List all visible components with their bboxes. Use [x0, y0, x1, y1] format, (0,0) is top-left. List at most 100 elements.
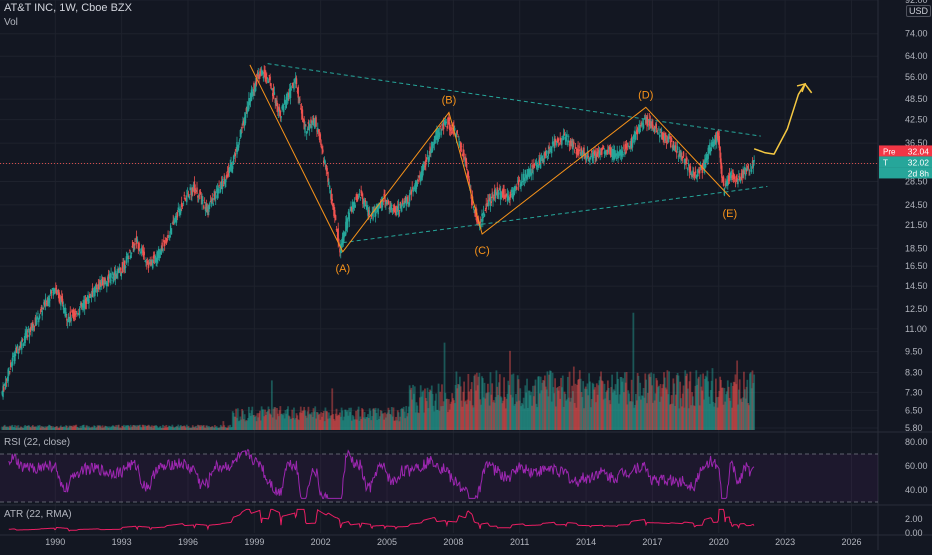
candle-body	[385, 199, 388, 203]
volume-bar	[264, 409, 266, 430]
volume-bar	[683, 407, 686, 430]
candle-body	[157, 252, 159, 258]
volume-bar	[698, 405, 701, 430]
volume-bar	[316, 412, 319, 430]
volume-bar	[232, 412, 235, 430]
volume-bar	[532, 396, 535, 430]
candle-body	[340, 243, 343, 248]
volume-bar	[525, 392, 528, 430]
volume-bar	[606, 380, 609, 430]
volume-bar	[370, 420, 373, 430]
y-tick-label: 28.50	[905, 176, 928, 186]
volume-bar	[437, 383, 440, 430]
volume-bar	[750, 388, 753, 430]
volume-bar	[338, 415, 340, 430]
volume-bar	[105, 425, 107, 430]
volume-bar	[5, 426, 8, 430]
candle-body	[441, 123, 443, 126]
volume-bar	[523, 408, 526, 430]
volume-bar	[465, 404, 468, 430]
volume-bar	[176, 426, 179, 430]
volume-bar	[628, 393, 631, 430]
candle-body	[449, 126, 452, 132]
volume-bar	[72, 425, 75, 430]
volume-bar	[468, 391, 471, 430]
candle-body	[472, 206, 475, 208]
currency-badge[interactable]: USD	[906, 5, 932, 17]
candle-body	[420, 173, 422, 182]
candle-body	[90, 294, 93, 297]
candle-body	[501, 191, 504, 194]
volume-bar	[106, 426, 109, 430]
candle-body	[748, 169, 750, 171]
candle-body	[215, 189, 218, 191]
volume-bar	[78, 427, 81, 430]
candle-body	[396, 206, 398, 216]
volume-bar	[236, 408, 239, 430]
candle-body	[530, 172, 532, 176]
volume-bar	[225, 427, 227, 430]
volume-bar	[333, 420, 336, 430]
volume-bar	[208, 427, 211, 430]
volume-bar	[697, 378, 699, 430]
candle-body	[416, 182, 419, 187]
candle-body	[368, 210, 370, 217]
candle-body	[313, 119, 316, 128]
volume-bar	[499, 396, 502, 430]
volume-bar	[529, 395, 532, 430]
volume-bar	[256, 413, 259, 430]
volume-bar	[505, 398, 508, 430]
volume-bar	[186, 426, 189, 430]
volume-bar	[579, 378, 582, 430]
volume-bar	[310, 414, 312, 430]
candle-body	[258, 74, 260, 79]
volume-bar	[596, 394, 599, 430]
candle-body	[1, 391, 3, 395]
volume-bar	[496, 386, 499, 430]
volume-bar	[373, 409, 376, 430]
candle-body	[477, 222, 479, 224]
atr-label[interactable]: ATR (22, RMA)	[4, 509, 72, 520]
volume-bar	[116, 425, 119, 430]
candle-body	[364, 200, 367, 203]
volume-bar	[70, 426, 73, 430]
candle-body	[529, 169, 532, 175]
candle-body	[704, 159, 706, 170]
volume-bar	[461, 406, 464, 430]
candle-body	[516, 180, 519, 182]
symbol-title[interactable]: AT&T INC, 1W, Cboe BZX	[4, 2, 132, 14]
candle-body	[324, 165, 327, 167]
volume-bar	[13, 427, 16, 430]
candle-body	[317, 127, 319, 133]
volume-bar	[60, 425, 62, 430]
volume-bar	[265, 412, 268, 430]
volume-bar	[212, 426, 215, 430]
volume-bar	[281, 413, 283, 430]
volume-bar	[363, 412, 366, 430]
volume-label[interactable]: Vol	[4, 17, 18, 28]
candle-body	[430, 150, 432, 154]
volume-bar	[288, 416, 291, 430]
y-tick-label: 11.00	[905, 324, 927, 334]
candle-body	[690, 172, 692, 175]
candle-body	[432, 144, 435, 146]
candle-body	[560, 138, 562, 143]
volume-bar	[575, 407, 578, 430]
volume-bar	[714, 403, 716, 430]
volume-bar	[105, 426, 108, 430]
candle-body	[431, 144, 434, 151]
y-tick-label: 7.30	[905, 387, 923, 397]
candle-body	[389, 201, 391, 210]
volume-bar	[168, 425, 171, 430]
volume-bar	[134, 425, 137, 430]
volume-bar	[88, 426, 90, 430]
volume-bar	[615, 394, 618, 430]
candle-body	[285, 96, 288, 109]
candle-body	[617, 156, 619, 158]
volume-bar	[161, 427, 164, 430]
candle-body	[438, 132, 441, 138]
rsi-label[interactable]: RSI (22, close)	[4, 437, 71, 448]
volume-bar	[117, 424, 120, 430]
